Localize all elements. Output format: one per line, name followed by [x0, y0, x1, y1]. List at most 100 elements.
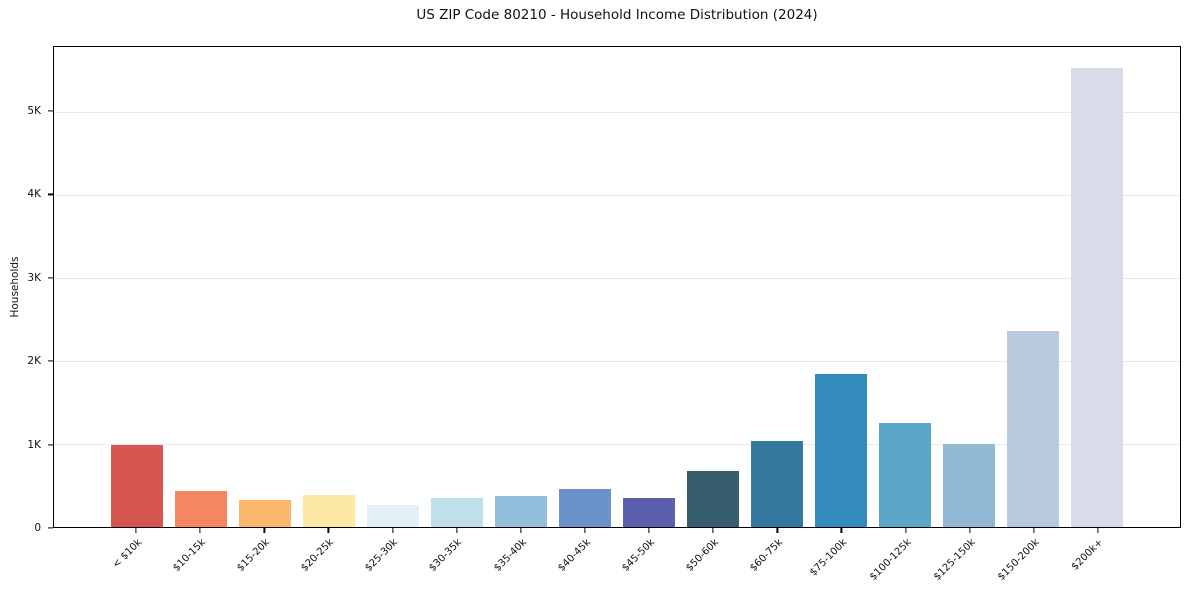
y-tick-label: 1K [27, 438, 41, 451]
bar-slot [169, 47, 233, 527]
x-tick-mark [584, 528, 586, 533]
bar-slot [553, 47, 617, 527]
bar-$100-125k [879, 422, 931, 527]
x-tick-cell: $75-100k [807, 528, 873, 590]
y-axis: 0 1K 2K 3K 4K 5K [0, 46, 53, 534]
x-tick-label: $10-15k [171, 537, 208, 574]
bars-area [54, 47, 1180, 527]
x-tick-cell: $40-45k [553, 528, 617, 590]
x-tick-label: < $10k [110, 537, 144, 571]
x-tick-label: $35-40k [491, 537, 529, 574]
x-tick-cell: $30-35k [425, 528, 489, 590]
x-tick-cell: $35-40k [489, 528, 553, 590]
x-tick-mark [327, 528, 330, 533]
bar-slot [681, 47, 745, 527]
y-tick-mark [48, 110, 53, 112]
bar-$45-50k [623, 497, 675, 527]
gridline [54, 194, 1180, 196]
bar-slot [489, 47, 553, 527]
y-tick-mark [48, 277, 53, 279]
x-tick-label: $15-20k [235, 537, 273, 574]
x-tick-cell: $45-50k [617, 528, 681, 590]
bar-slot [233, 47, 297, 527]
bar-slot [745, 47, 809, 527]
bar-$60-75k [751, 441, 803, 527]
gridline [54, 111, 1180, 113]
bar-$15-20k [239, 500, 291, 527]
gridline [54, 443, 1180, 445]
bar-$20-25k [303, 494, 355, 527]
bar-$50-60k [687, 471, 739, 527]
x-tick-cell: $15-20k [232, 528, 296, 590]
x-tick-cell: $125-150k [932, 528, 1002, 590]
x-tick-mark [391, 528, 394, 533]
x-tick-label: $25-30k [363, 537, 401, 574]
x-tick-cell: $150-200k [996, 528, 1066, 590]
x-tick-cell: $200k+ [1066, 528, 1130, 590]
x-tick-label: $125-150k [931, 537, 978, 583]
gridline [54, 360, 1180, 362]
x-tick-mark [1097, 528, 1099, 533]
x-tick-label: $75-100k [807, 537, 850, 579]
x-tick-label: $50-60k [684, 537, 721, 574]
bar-$150-200k [1007, 331, 1059, 527]
x-tick-label: $100-125k [867, 537, 914, 583]
x-tick-mark [904, 528, 907, 533]
x-tick-cell: $20-25k [296, 528, 360, 590]
x-tick-mark [520, 528, 522, 533]
x-tick-mark [648, 528, 650, 533]
x-tick-label: $40-45k [555, 537, 593, 574]
bar-slot [361, 47, 425, 527]
y-tick-label: 5K [27, 105, 41, 118]
x-tick-label: $20-25k [299, 537, 337, 574]
y-tick-label: 3K [27, 271, 41, 284]
bar-$35-40k [495, 495, 547, 527]
bar-$125-150k [943, 443, 995, 527]
bar-slot [809, 47, 873, 527]
x-tick-cell: $60-75k [745, 528, 809, 590]
bar-slot [425, 47, 489, 527]
x-tick-label: $45-50k [619, 537, 657, 574]
bar-slot [297, 47, 361, 527]
x-tick-label: $60-75k [748, 537, 786, 574]
chart-title: US ZIP Code 80210 - Household Income Dis… [416, 7, 818, 23]
bar-slot [937, 47, 1001, 527]
bar-< $10k [111, 445, 163, 527]
x-tick-mark [969, 528, 971, 533]
plot-area [53, 46, 1181, 528]
x-tick-mark [263, 528, 265, 533]
bar-$40-45k [559, 489, 611, 527]
x-tick-mark [840, 528, 843, 533]
x-tick-mark [712, 528, 714, 533]
y-tick-mark [48, 527, 53, 529]
bar-slot [105, 47, 169, 527]
x-tick-cell: $100-125k [867, 528, 938, 590]
bar-$75-100k [815, 374, 867, 527]
x-tick-mark [135, 528, 137, 533]
y-tick-mark [48, 193, 53, 196]
y-tick-label: 0 [34, 522, 41, 534]
x-axis: < $10k $10-15k $15-20k $20-25k $25-30k $30-35… [53, 528, 1181, 590]
x-tick-cell: < $10k [104, 528, 168, 590]
bar-slot [617, 47, 681, 527]
bar-slot [873, 47, 937, 527]
y-tick-mark [48, 360, 53, 362]
bar-$30-35k [431, 498, 483, 527]
y-tick-mark [48, 444, 53, 446]
x-tick-mark [1033, 528, 1035, 533]
y-tick-label: 2K [27, 355, 41, 368]
x-tick-mark [776, 528, 778, 533]
bar-slot [1001, 47, 1065, 527]
bar-$25-30k [367, 504, 419, 527]
x-tick-cell: $50-60k [681, 528, 745, 590]
y-tick-label: 4K [27, 188, 41, 201]
bar-$200k+ [1071, 67, 1123, 527]
x-tick-label: $30-35k [427, 537, 465, 574]
x-tick-cell: $10-15k [168, 528, 232, 590]
bar-$10-15k [175, 491, 227, 527]
x-tick-label: $200k+ [1069, 537, 1106, 573]
x-tick-mark [456, 528, 458, 533]
x-tick-label: $150-200k [995, 537, 1042, 583]
gridline [54, 277, 1180, 279]
